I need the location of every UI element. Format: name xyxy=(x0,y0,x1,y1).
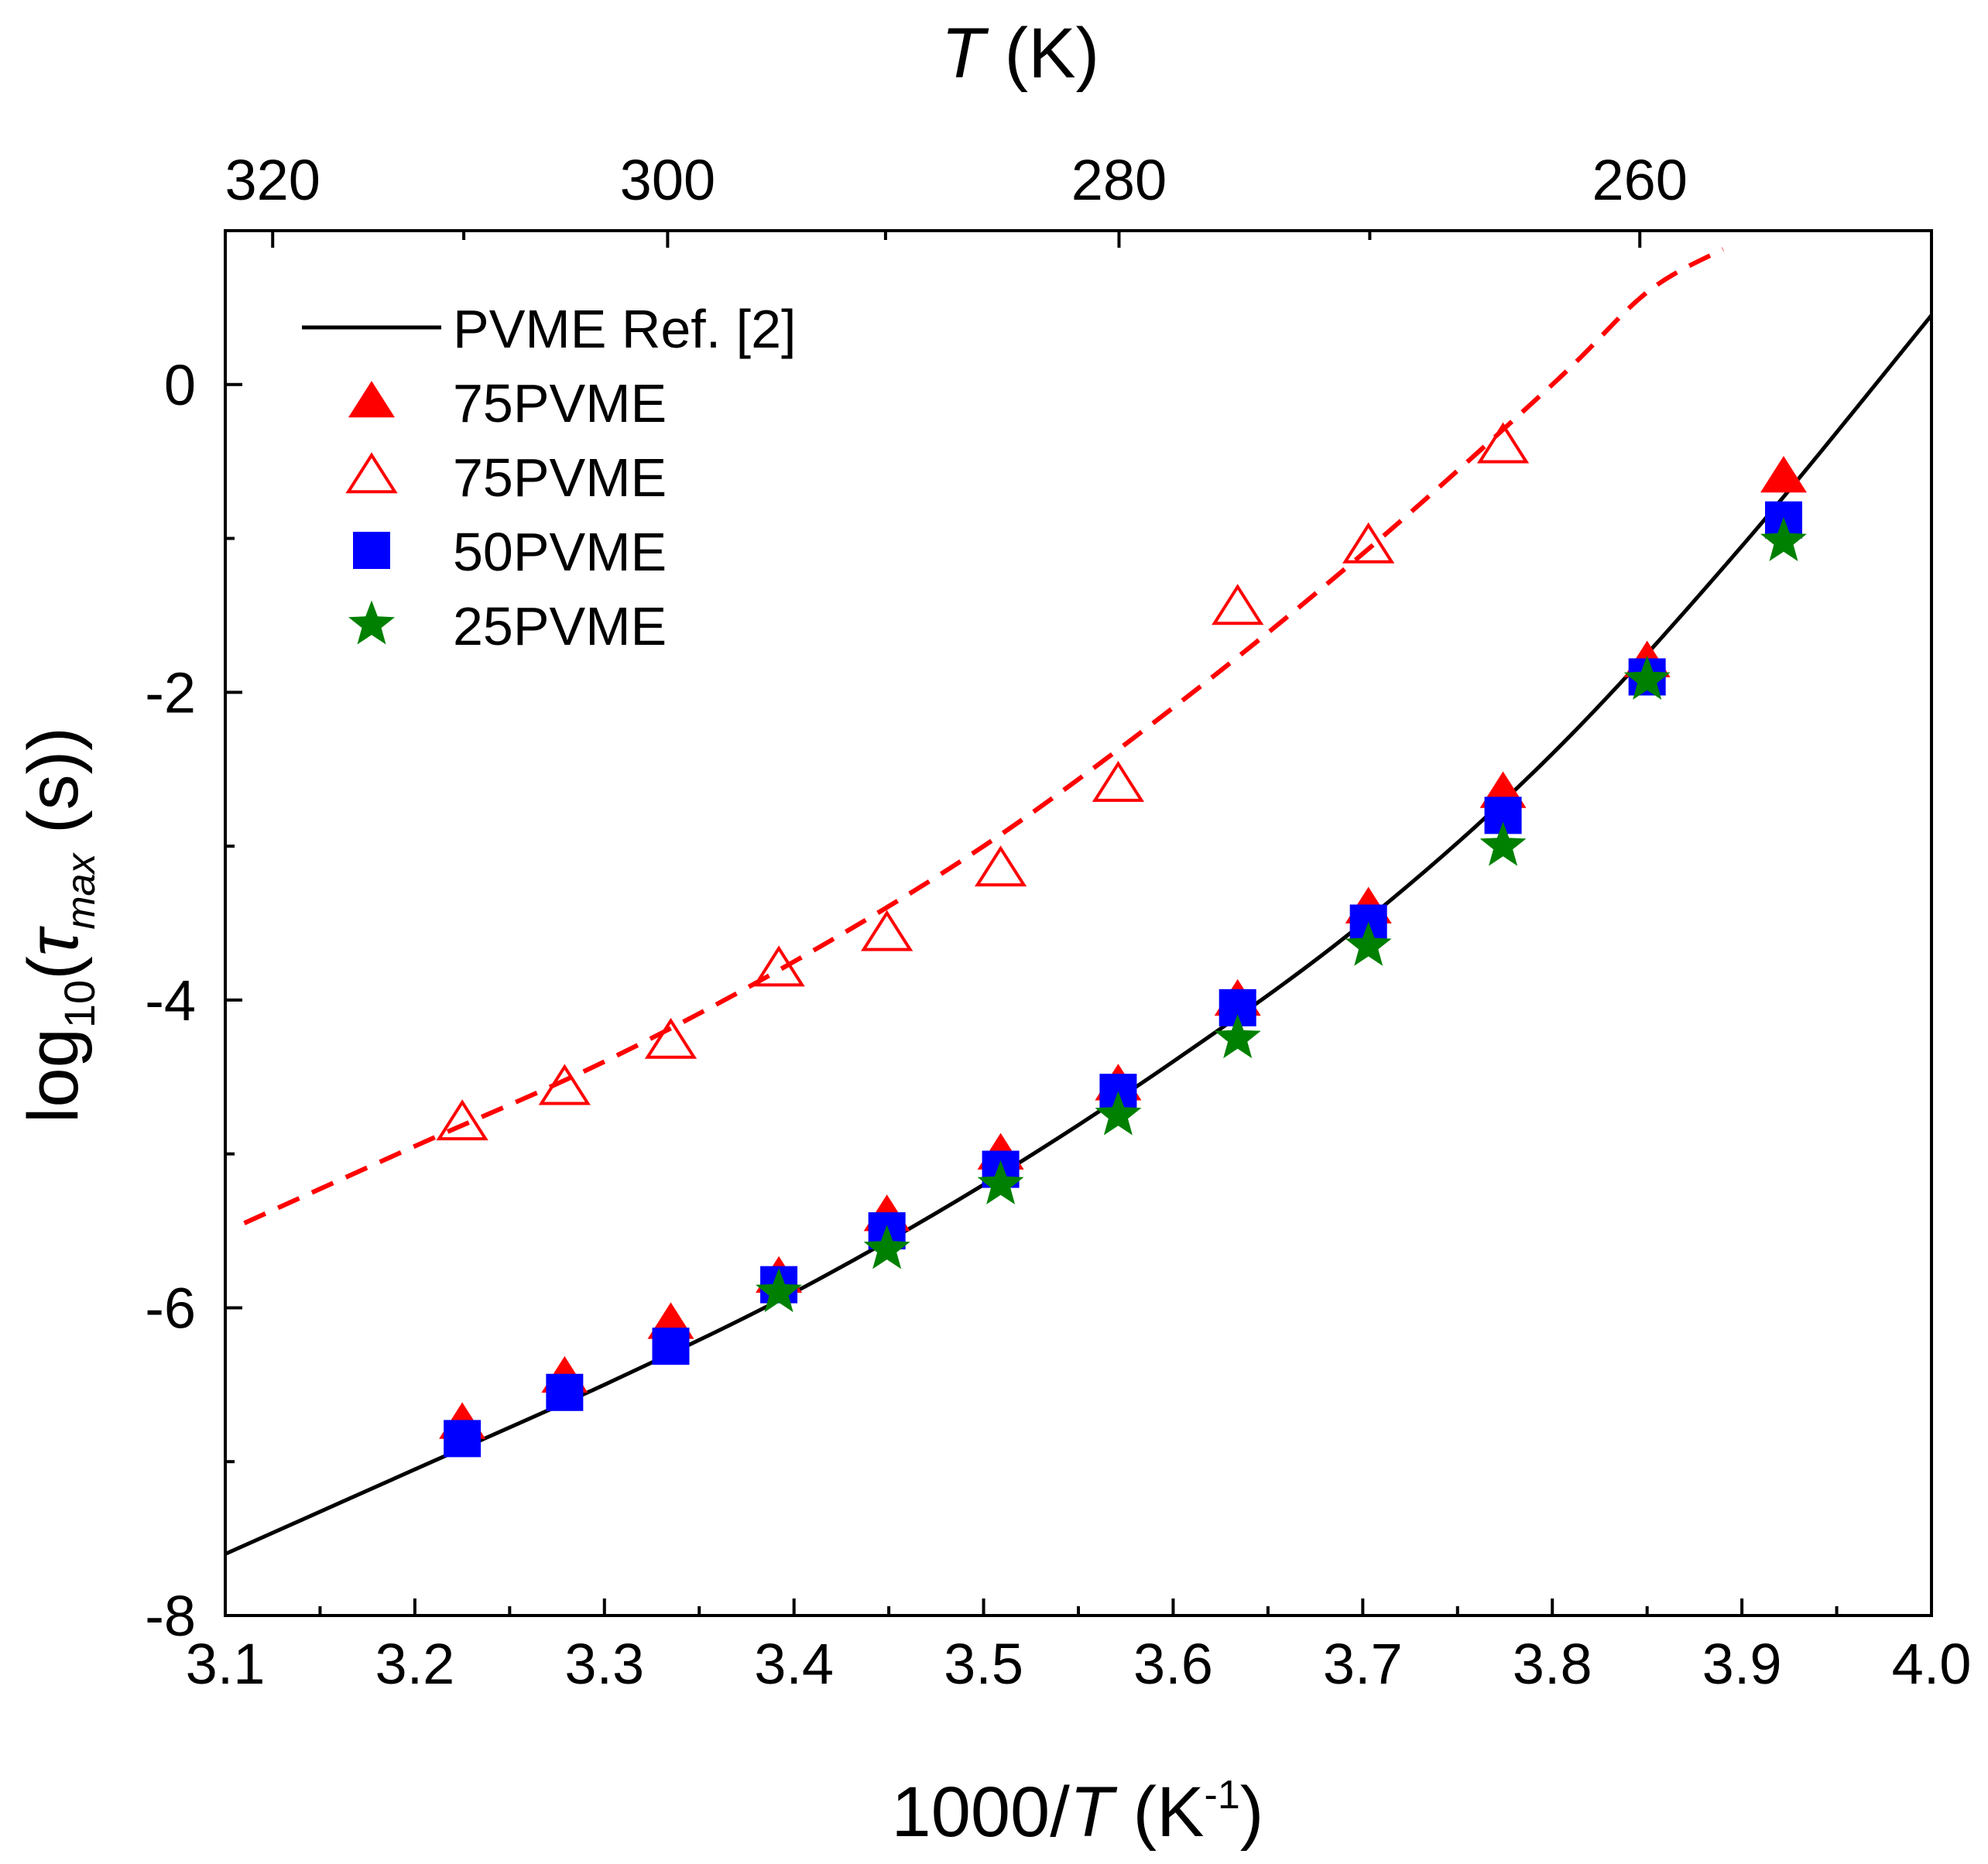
legend-label: PVME Ref. [2] xyxy=(453,299,796,359)
x-axis-title-unit-post: ) xyxy=(1240,1773,1264,1852)
y-axis-title-tau-sub: max xyxy=(59,852,104,930)
y-tick-label: -2 xyxy=(145,660,196,725)
data-point-star-filled xyxy=(756,1268,802,1313)
legend-label: 75PVME xyxy=(453,373,667,433)
data-point-triangle-open xyxy=(644,1017,698,1059)
top-axis-title: T (K) xyxy=(941,14,1099,93)
data-point-triangle-open xyxy=(861,910,913,951)
legend-label: 25PVME xyxy=(453,596,667,656)
top-axis-title-var: T xyxy=(941,14,989,93)
legend-label: 50PVME xyxy=(453,522,667,582)
y-axis-title-post: (s)) xyxy=(14,727,93,853)
legend-marker-triangle-open xyxy=(345,452,398,494)
data-point-triangle-filled xyxy=(1760,456,1807,493)
x-tick-label: 3.8 xyxy=(1513,1632,1592,1696)
data-point-star-filled xyxy=(1479,821,1527,866)
data-point-star-filled xyxy=(1623,655,1671,700)
y-axis-title-log: log xyxy=(14,1028,93,1123)
x-tick-label: 3.4 xyxy=(754,1632,834,1696)
y-tick-label: -6 xyxy=(145,1276,196,1340)
data-point-square-filled xyxy=(546,1373,584,1411)
y-tick-label: -4 xyxy=(145,968,196,1033)
x-tick-label: 3.9 xyxy=(1702,1632,1782,1696)
data-point-triangle-open xyxy=(1342,522,1395,564)
data-point-triangle-open xyxy=(974,845,1027,887)
data-point-star-filled xyxy=(1095,1091,1142,1136)
data-point-star-filled xyxy=(977,1160,1024,1204)
top-tick-label: 300 xyxy=(620,148,715,212)
x-axis-title-var: T xyxy=(1070,1773,1118,1852)
data-point-triangle-open xyxy=(1092,760,1145,802)
legend-marker-triangle-filled xyxy=(348,381,395,418)
x-axis-title-unit-pre: (K xyxy=(1113,1773,1205,1852)
legend-marker-star-filled xyxy=(348,600,395,645)
data-point-star-filled xyxy=(1345,921,1392,966)
y-tick-label: -8 xyxy=(145,1584,196,1648)
data-point-square-filled xyxy=(652,1328,690,1365)
data-point-triangle-open xyxy=(436,1099,488,1141)
axis-ticks xyxy=(224,229,1933,1617)
x-tick-label: 3.2 xyxy=(375,1632,454,1696)
axis-tick-labels: 3.1 3.2 3.3 3.4 3.5 3.6 3.7 3.8 3.9 4.0 -8 -6 -4 -2 0 3… xyxy=(145,148,1971,1696)
y-tick-label: 0 xyxy=(164,353,196,417)
plot-frame xyxy=(224,229,1933,1617)
data-point-triangle-open xyxy=(538,1064,591,1105)
data-point-triangle-open xyxy=(752,945,805,987)
x-axis-title-main: 1000/ xyxy=(892,1773,1071,1852)
x-tick-label: 3.1 xyxy=(186,1632,266,1696)
top-tick-label: 280 xyxy=(1071,148,1167,212)
legend-label: 75PVME xyxy=(453,447,667,508)
data-point-star-filled xyxy=(863,1225,910,1270)
x-axis-title-unit-sup: -1 xyxy=(1205,1773,1240,1818)
y-axis-title-open: ( xyxy=(14,956,93,980)
top-axis-title-unit: (K) xyxy=(985,14,1099,93)
series-line-red-dashed-fit xyxy=(243,247,1725,1225)
x-tick-label: 3.5 xyxy=(944,1632,1023,1696)
x-tick-label: 4.0 xyxy=(1892,1632,1972,1696)
x-tick-label: 3.3 xyxy=(564,1632,644,1696)
x-tick-label: 3.7 xyxy=(1323,1632,1403,1696)
data-point-square-filled xyxy=(444,1420,482,1458)
y-axis-title-log-sub: 10 xyxy=(55,980,104,1028)
top-tick-label: 260 xyxy=(1592,148,1688,212)
y-axis-title-tau: τ xyxy=(14,925,93,956)
data-point-star-filled xyxy=(1760,517,1807,561)
x-axis-title: 1000/T (K-1) xyxy=(892,1773,1264,1852)
data-point-triangle-open xyxy=(1212,584,1264,625)
top-tick-label: 320 xyxy=(225,148,320,212)
legend-marker-square-filled xyxy=(353,532,390,569)
data-point-star-filled xyxy=(1214,1014,1261,1059)
data-point-triangle-open xyxy=(1476,422,1530,464)
plot-area xyxy=(225,247,1931,1556)
legend: PVME Ref. [2] 75PVME 75PVME 50PVME 25PVME xyxy=(302,299,796,656)
y-axis-title: log10(τmax (s)) xyxy=(14,727,104,1123)
x-tick-label: 3.6 xyxy=(1133,1632,1213,1696)
